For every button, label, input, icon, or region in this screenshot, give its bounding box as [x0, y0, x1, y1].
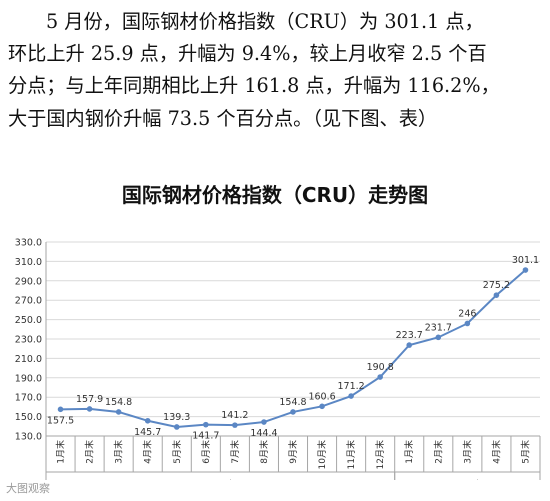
y-tick-label: 330.0: [15, 238, 42, 249]
data-label: 154.8: [279, 397, 306, 408]
x-tick-label: 8月末: [258, 440, 270, 464]
x-tick-label: 1月末: [403, 440, 415, 464]
data-label: 190.8: [367, 362, 394, 373]
data-label: 144.4: [250, 428, 277, 439]
y-tick-label: 150.0: [15, 412, 42, 423]
x-tick-label: 2月末: [432, 440, 444, 464]
data-label: 154.8: [105, 397, 132, 408]
x-tick-label: 12月末: [374, 440, 386, 469]
data-point: [203, 421, 209, 428]
data-label: 231.7: [425, 322, 452, 333]
paragraph-line: 5 月份，国际钢材价格指数（CRU）为 301.1 点，: [46, 10, 484, 33]
x-tick-label: 4月末: [142, 440, 154, 464]
data-label: 160.6: [308, 391, 335, 402]
y-tick-label: 310.0: [15, 257, 42, 268]
y-tick-label: 270.0: [15, 296, 42, 307]
data-point: [522, 267, 529, 273]
x-tick-label: 3月末: [461, 440, 473, 464]
data-label: 301.1: [512, 255, 539, 266]
data-label: 139.3: [163, 412, 190, 423]
data-label: 171.2: [338, 381, 365, 392]
watermark-text: 大图观察: [6, 482, 50, 495]
data-label: 141.7: [192, 431, 219, 442]
data-point: [493, 292, 500, 298]
paragraph-line: 大于国内钢价升幅 73.5 个百分点。（见下图、表）: [8, 106, 438, 130]
data-point: [348, 393, 354, 399]
x-tick-label: 2月末: [84, 440, 96, 464]
data-point: [406, 342, 413, 348]
y-tick-label: 170.0: [15, 393, 42, 404]
x-tick-label: 5月末: [171, 440, 183, 464]
intro-paragraph: 5 月份，国际钢材价格指数（CRU）为 301.1 点， 环比上升 25.9 点…: [8, 6, 546, 135]
x-tick-label: 6月末: [200, 440, 212, 464]
data-label: 246: [458, 308, 476, 319]
x-tick-label: 7月末: [229, 440, 241, 464]
data-point: [144, 417, 151, 424]
y-tick-label: 130.0: [15, 432, 42, 443]
data-point: [232, 422, 238, 428]
y-tick-label: 290.0: [15, 276, 42, 287]
data-label: 141.2: [221, 410, 248, 421]
y-tick-label: 230.0: [15, 335, 42, 346]
y-tick-label: 210.0: [15, 354, 42, 365]
data-point: [57, 406, 64, 413]
year-group-label: 2021年: [451, 479, 485, 480]
data-point: [290, 409, 296, 415]
x-tick-label: 10月末: [316, 440, 328, 469]
y-tick-label: 250.0: [15, 315, 42, 326]
paragraph-line: 环比上升 25.9 点，升幅为 9.4%，较上月收窄 2.5 个百: [8, 42, 487, 66]
cru-line-chart: 130.0 150.0 170.0 190.0 210.0 230.0 250.0 270.0…: [15, 238, 541, 480]
data-label: 145.7: [134, 427, 161, 438]
x-tick-label: 11月末: [345, 440, 357, 469]
data-label: 223.7: [396, 330, 423, 341]
year-group-label: 2020年: [204, 479, 238, 480]
data-label: 275.2: [483, 280, 510, 291]
paragraph-line: 分点；与上年同期相比上升 161.8 点，升幅为 116.2%，: [8, 74, 500, 98]
data-point: [115, 409, 122, 415]
data-point: [261, 419, 267, 425]
data-point: [435, 334, 442, 341]
y-tick-label: 190.0: [15, 373, 42, 384]
data-point: [86, 406, 93, 412]
chart-title: 国际钢材价格指数（CRU）走势图: [121, 183, 429, 207]
data-label: 157.9: [76, 394, 103, 405]
data-point: [464, 320, 471, 327]
x-tick-label: 1月末: [55, 440, 67, 464]
data-point: [173, 424, 180, 430]
x-tick-label: 4月末: [490, 440, 502, 464]
data-point: [377, 374, 383, 380]
x-tick-label: 9月末: [287, 440, 299, 464]
x-tick-label: 3月末: [113, 440, 125, 464]
x-tick-label: 5月末: [519, 440, 531, 464]
data-point: [319, 403, 325, 410]
data-label: 157.5: [47, 415, 74, 426]
